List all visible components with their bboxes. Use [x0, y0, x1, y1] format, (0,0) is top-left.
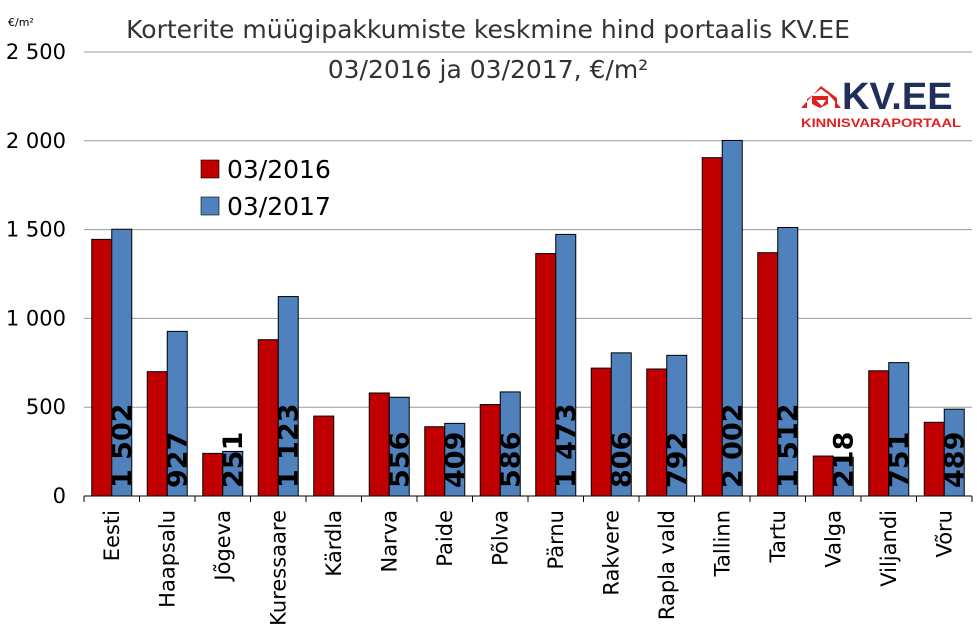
logo-name: KV.EE: [842, 76, 953, 118]
y-tick-label: 1 000: [6, 306, 66, 330]
data-label: 1 512: [773, 403, 804, 488]
data-label: 751: [884, 432, 915, 488]
data-label: 556: [384, 432, 415, 488]
x-tick-label: Jõgeva: [211, 510, 235, 583]
bar-2016: [313, 415, 335, 497]
x-tick-label: Narva: [377, 510, 401, 573]
x-tick-label: Eesti: [100, 510, 124, 561]
x-tick-label: Viljandi: [877, 510, 901, 587]
x-tick-label: Pärnu: [544, 510, 568, 569]
data-label: 927: [162, 432, 193, 488]
data-label: 1 473: [551, 403, 582, 488]
x-tick-label: Tartu: [766, 510, 790, 563]
y-unit-label: €/m²: [8, 16, 34, 29]
chart-subtitle: 03/2016 ja 03/2017, €/m²: [328, 55, 648, 84]
x-axis-ticks: Eesti Haapsalu Jõgeva Kuressaare Kärdla Narva…: [83, 496, 973, 626]
x-tick-label: Rapla vald: [655, 510, 679, 620]
x-tick-label: Valga: [821, 510, 845, 568]
kv-ee-logo: KV.EE KINNISVARAPORTAAL: [801, 76, 961, 130]
data-label: 409: [440, 432, 471, 488]
data-label: 1 123: [273, 403, 304, 488]
chart-title: Korterite müügipakkumiste keskmine hind …: [126, 15, 850, 44]
y-axis-ticks: 0 500 1 000 1 500 2 000 2 500: [6, 40, 66, 508]
x-tick-label: Tallinn: [710, 510, 734, 577]
legend-swatch-2017: [200, 196, 220, 216]
legend-label-2017: 03/2017: [227, 192, 331, 221]
legend-swatch-2016: [200, 159, 220, 179]
data-label: 2 002: [717, 403, 748, 488]
y-tick-label: 500: [26, 395, 66, 419]
x-tick-label: Paide: [433, 510, 457, 567]
x-tick-label: Võru: [932, 510, 956, 558]
data-labels: 1 502 927 251 1 123 556 409 586 1 473 806 792 2 00…: [107, 403, 971, 488]
data-label: 218: [828, 432, 859, 488]
x-tick-label: Kuressaare: [266, 510, 290, 626]
bars: [91, 139, 965, 497]
y-tick-label: 2 000: [6, 129, 66, 153]
x-tick-label: Haapsalu: [155, 510, 179, 608]
data-label: 489: [939, 432, 970, 488]
data-label: 792: [662, 432, 693, 488]
legend: 03/2016 03/2017: [200, 155, 331, 221]
y-tick-label: 1 500: [6, 218, 66, 242]
x-tick-label: Põlva: [488, 510, 512, 566]
data-label: 251: [218, 432, 249, 488]
logo-tagline: KINNISVARAPORTAAL: [801, 116, 961, 130]
data-label: 1 502: [107, 403, 138, 488]
x-tick-label: Rakvere: [599, 510, 623, 596]
house-icon: [801, 86, 841, 108]
data-label: 806: [606, 432, 637, 488]
data-label: 586: [495, 432, 526, 488]
legend-label-2016: 03/2016: [227, 155, 331, 184]
y-tick-label: 0: [53, 484, 66, 508]
y-tick-label: 2 500: [6, 40, 66, 64]
x-tick-label: Kärdla: [322, 510, 346, 577]
gridlines: [84, 51, 972, 408]
